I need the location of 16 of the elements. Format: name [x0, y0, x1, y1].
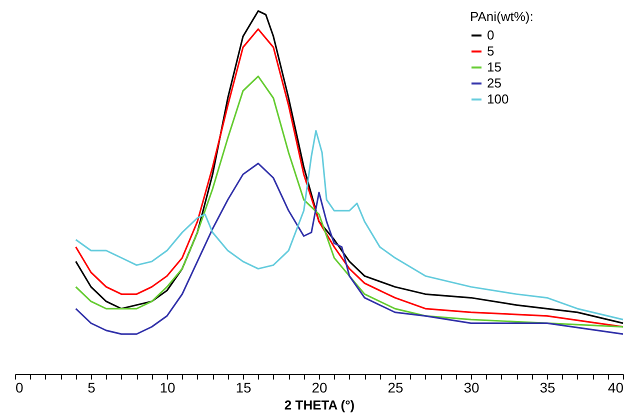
x-tick-label: 20 — [312, 380, 328, 396]
x-tick-label: 40 — [608, 380, 624, 396]
x-tick-label: 0 — [16, 380, 24, 396]
x-tick-label: 15 — [236, 380, 252, 396]
legend-label: 15 — [487, 60, 502, 74]
legend-label: 25 — [487, 76, 502, 90]
legend-label: 5 — [487, 44, 494, 58]
x-tick-label: 10 — [160, 380, 176, 396]
legend-title: PAni(wt%): — [470, 9, 534, 24]
x-tick-label: 5 — [88, 380, 96, 396]
legend-label: 0 — [487, 28, 494, 42]
x-axis-title: 2 THETA (°) — [284, 398, 355, 412]
x-tick-label: 30 — [464, 380, 480, 396]
x-tick-label: 35 — [540, 380, 556, 396]
x-tick-label: 25 — [388, 380, 404, 396]
legend-label: 100 — [487, 92, 509, 106]
